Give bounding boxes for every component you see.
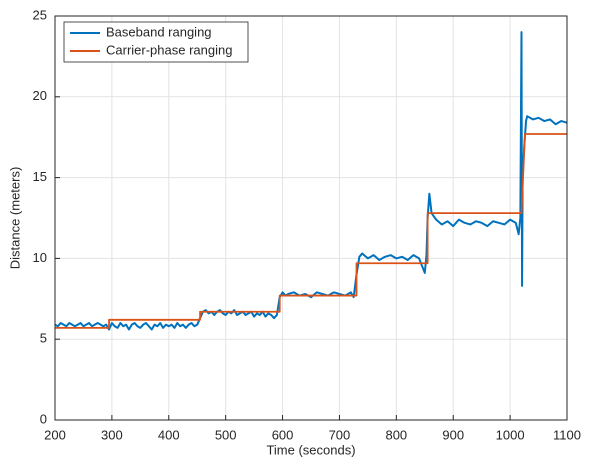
y-axis-label: Distance (meters) <box>7 167 22 270</box>
x-tick-label: 900 <box>442 427 464 442</box>
axes-box <box>54 15 568 421</box>
x-tick-label: 1000 <box>496 427 525 442</box>
x-tick-label: 200 <box>44 427 66 442</box>
legend-label: Baseband ranging <box>106 24 212 39</box>
x-tick-label: 600 <box>272 427 294 442</box>
y-tick-label: 15 <box>33 169 47 184</box>
y-tick-label: 10 <box>33 250 47 265</box>
y-tick-label: 20 <box>33 88 47 103</box>
x-tick-label: 400 <box>158 427 180 442</box>
x-tick-label: 800 <box>385 427 407 442</box>
legend-box <box>63 21 249 63</box>
x-tick-label: 1100 <box>553 427 581 442</box>
series-line <box>54 31 568 331</box>
y-tick-label: 0 <box>40 411 47 426</box>
x-tick-label: 700 <box>329 427 351 442</box>
y-tick-label: 5 <box>40 331 47 346</box>
x-tick-label: 300 <box>101 427 123 442</box>
legend-label: Carrier-phase ranging <box>106 42 232 57</box>
x-axis-label: Time (seconds) <box>266 442 355 457</box>
series-line <box>55 133 567 329</box>
y-tick-label: 25 <box>33 7 47 22</box>
plot-area <box>55 16 567 420</box>
x-tick-label: 500 <box>215 427 237 442</box>
